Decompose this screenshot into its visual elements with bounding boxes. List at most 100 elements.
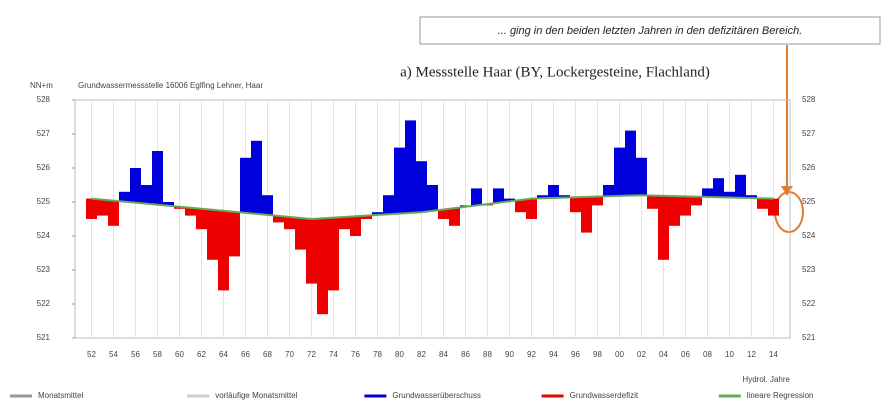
highlight [774, 191, 804, 233]
x-tick-label: 12 [747, 350, 756, 359]
annotation-box [419, 16, 881, 45]
x-tick-label: 10 [725, 350, 734, 359]
legend-label: vorläufige Monatsmittel [215, 391, 297, 400]
deviation-bar [570, 197, 581, 213]
x-tick-label: 92 [527, 350, 536, 359]
deviation-bar [251, 140, 262, 214]
x-tick-label: 82 [417, 350, 426, 359]
y-label: NN+m [30, 81, 53, 90]
deviation-bar [625, 130, 636, 196]
deviation-bar [581, 196, 592, 233]
x-tick-label: 58 [153, 350, 162, 359]
x-tick-label: 90 [505, 350, 514, 359]
x-tick-label: 60 [175, 350, 184, 359]
deviation-bar [394, 147, 405, 214]
x-tick-label: 08 [703, 350, 712, 359]
x-tick-label: 96 [571, 350, 580, 359]
x-tick-label: 62 [197, 350, 206, 359]
y-tick-label: 525 [37, 197, 51, 206]
y-tick-label: 521 [37, 333, 51, 342]
y-tick-label: 524 [37, 231, 51, 240]
deviation-bar [691, 196, 702, 206]
legend-label: Grundwasserdefizit [570, 391, 639, 400]
x-tick-label: 84 [439, 350, 448, 359]
deviation-bar [493, 188, 504, 203]
y-tick-label: 523 [37, 265, 51, 274]
deviation-bar [405, 120, 416, 213]
deviation-bar [152, 151, 163, 205]
y-tick-label-right: 528 [802, 95, 816, 104]
legend-label: lineare Regression [747, 391, 814, 400]
deviation-bar [240, 157, 251, 213]
deviation-bar [284, 216, 295, 230]
x-tick-label: 94 [549, 350, 558, 359]
x-tick-label: 64 [219, 350, 228, 359]
deviation-bar [537, 195, 548, 199]
deviation-bar [757, 198, 768, 209]
deviation-bar [185, 207, 196, 216]
deviation-bar [647, 195, 658, 209]
y-tick-label: 528 [37, 95, 51, 104]
x-tick-label: 86 [461, 350, 470, 359]
y-tick-label-right: 524 [802, 231, 816, 240]
x-tick-label: 72 [307, 350, 316, 359]
deviation-bar [614, 147, 625, 196]
y-tick-label: 522 [37, 299, 51, 308]
x-tick-label: 88 [483, 350, 492, 359]
deviation-bar [361, 215, 372, 219]
x-tick-label: 98 [593, 350, 602, 359]
y-tick-label-right: 526 [802, 163, 816, 172]
x-tick-label: 54 [109, 350, 118, 359]
deviation-bar [768, 198, 779, 216]
plot-area [74, 99, 791, 339]
deviation-bar [515, 199, 526, 213]
deviation-bar [317, 218, 328, 315]
deviation-bar [306, 219, 317, 284]
y-tick-label-right: 521 [802, 333, 816, 342]
x-tick-label: 06 [681, 350, 690, 359]
deviation-bar [350, 216, 361, 236]
x-tick-label: 70 [285, 350, 294, 359]
deviation-bar [471, 188, 482, 206]
deviation-bar [328, 217, 339, 291]
deviation-bar [130, 168, 141, 203]
y-tick-label: 527 [37, 129, 51, 138]
deviation-bar [229, 211, 240, 257]
deviation-bar [97, 199, 108, 216]
deviation-bar [504, 198, 515, 202]
deviation-bar [658, 195, 669, 260]
deviation-bar [680, 196, 691, 216]
x-tick-label: 04 [659, 350, 668, 359]
deviation-bar [273, 215, 284, 223]
deviation-bar [449, 208, 460, 226]
deviation-bar [218, 210, 229, 291]
x-tick-label: 74 [329, 350, 338, 359]
deviation-bar [669, 196, 680, 226]
deviation-bar [592, 196, 603, 206]
x-label: Hydrol. Jahre [742, 375, 790, 384]
annotation: ... ging in den beiden letzten Jahren in… [498, 25, 803, 37]
deviation-bar [603, 185, 614, 197]
deviation-bar [372, 212, 383, 215]
y-tick-label-right: 522 [802, 299, 816, 308]
deviation-bar [108, 200, 119, 226]
deviation-bar [119, 191, 130, 202]
deviation-bar [141, 185, 152, 204]
deviation-bar [427, 185, 438, 211]
x-tick-label: 76 [351, 350, 360, 359]
x-tick-label: 66 [241, 350, 250, 359]
deviation-bar [559, 195, 570, 198]
y-tick-label: 526 [37, 163, 51, 172]
deviation-bar [207, 209, 218, 260]
x-tick-label: 78 [373, 350, 382, 359]
regression-line [91, 194, 774, 221]
deviation-bar [735, 174, 746, 198]
deviation-bar [339, 216, 350, 230]
deviation-bar [636, 157, 647, 196]
deviation-bar [746, 195, 757, 199]
legend-label: Grundwasserüberschuss [392, 391, 480, 400]
deviation-bar [702, 188, 713, 197]
y-tick-label-right: 525 [802, 197, 816, 206]
deviation-bar [548, 185, 559, 198]
